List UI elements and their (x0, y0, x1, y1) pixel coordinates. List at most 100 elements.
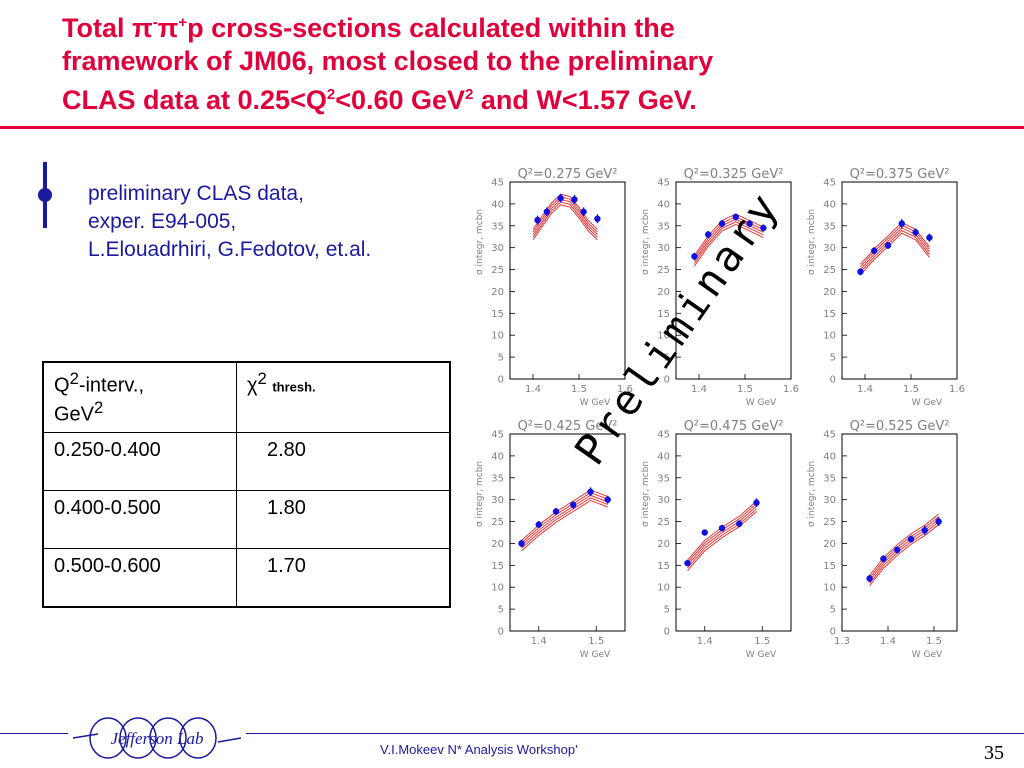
model-curve (532, 201, 598, 238)
data-point (921, 527, 928, 534)
model-curve (694, 221, 764, 264)
model-curve (521, 497, 608, 549)
data-point (534, 216, 541, 224)
y-tick-label: 45 (657, 430, 670, 441)
x-tick-label: 1.4 (880, 636, 896, 647)
y-tick-label: 10 (491, 331, 504, 342)
y-tick-label: 5 (830, 605, 836, 616)
y-tick-label: 0 (498, 375, 504, 386)
chart-panel: Q²=0.475 GeV² 0 5 10 15 20 25 30 35 40 45 1.4 1.5 W G… (641, 419, 792, 660)
model-curve (521, 492, 608, 544)
y-tick-label: 0 (830, 627, 836, 638)
chi2-cell: 1.70 (236, 548, 451, 608)
y-tick-label: 10 (823, 331, 836, 342)
data-point (732, 213, 739, 221)
data-point (684, 559, 691, 567)
jefferson-lab-logo: Jefferson Lab (72, 717, 242, 759)
y-tick-label: 0 (830, 375, 836, 386)
data-point (746, 220, 753, 227)
chart-title: Q²=0.275 GeV² (518, 167, 618, 182)
chart-panel: Q²=0.525 GeV² 0 5 10 15 20 25 30 35 40 45 1.3 1.4 1.5… (807, 419, 958, 660)
footer-credit: V.I.Mokeev N* Analysis Workshop' (380, 742, 578, 757)
model-curve (532, 199, 598, 235)
y-tick-label: 0 (664, 627, 670, 638)
chi2-cell: 2.80 (236, 432, 451, 492)
y-tick-label: 5 (498, 605, 504, 616)
x-tick-label: 1.6 (949, 384, 965, 395)
x-tick-label: 1.4 (697, 636, 713, 647)
y-tick-label: 15 (823, 561, 836, 572)
x-tick-label: 1.6 (617, 384, 633, 395)
y-tick-label: 20 (491, 539, 504, 550)
x-tick-label: 1.6 (783, 384, 799, 395)
model-curve (869, 516, 939, 579)
model-curve (532, 193, 598, 230)
y-tick-label: 15 (657, 561, 670, 572)
data-point (880, 555, 887, 562)
data-point (753, 499, 760, 506)
y-tick-label: 25 (823, 517, 836, 528)
data-point (760, 224, 767, 232)
y-tick-label: 5 (664, 353, 670, 364)
data-point (857, 268, 864, 275)
legend-text: preliminary CLAS data, exper. E94-005, L… (88, 180, 371, 264)
x-tick-label: 1.3 (834, 636, 850, 647)
y-tick-label: 35 (657, 221, 670, 232)
chart-title: Q²=0.425 GeV² (518, 419, 618, 434)
y-tick-label: 20 (491, 287, 504, 298)
y-tick-label: 40 (491, 451, 504, 462)
model-curve (687, 508, 757, 569)
y-tick-label: 10 (657, 583, 670, 594)
y-tick-label: 35 (823, 221, 836, 232)
data-point (866, 575, 873, 582)
chart-title: Q²=0.525 GeV² (850, 419, 950, 434)
y-tick-label: 25 (491, 517, 504, 528)
title-rule (0, 126, 1024, 129)
y-tick-label: 45 (823, 178, 836, 189)
y-tick-label: 25 (657, 517, 670, 528)
x-tick-label: 1.5 (737, 384, 753, 395)
chi2-table: Q2-interv., GeV2 χ2 thresh. 0.250-0.400 2… (42, 361, 451, 609)
model-curve (869, 521, 939, 584)
y-tick-label: 5 (498, 353, 504, 364)
y-tick-label: 30 (491, 495, 504, 506)
y-axis-label: σ integr, mcbn (641, 461, 651, 527)
chart-panel: Q²=0.275 GeV² 0 5 10 15 20 25 30 35 40 45 1.4 1.5 1.6… (475, 167, 633, 408)
y-tick-label: 20 (823, 539, 836, 550)
header-chi2: χ2 thresh. (236, 361, 451, 434)
table-row: 0.250-0.400 2.80 (42, 432, 451, 492)
y-axis-label: σ integr, mcbn (475, 461, 485, 527)
chart-title: Q²=0.325 GeV² (684, 167, 784, 182)
y-tick-label: 25 (491, 265, 504, 276)
y-tick-label: 45 (491, 178, 504, 189)
model-curve (687, 511, 757, 571)
data-point (898, 220, 905, 227)
page-number: 35 (984, 742, 1004, 764)
x-tick-label: 1.5 (926, 636, 942, 647)
y-tick-label: 35 (491, 473, 504, 484)
y-tick-label: 10 (657, 331, 670, 342)
data-point (557, 194, 564, 202)
x-tick-label: 1.4 (531, 636, 547, 647)
y-tick-label: 10 (823, 583, 836, 594)
model-curve (521, 489, 608, 541)
data-point (594, 215, 601, 222)
pi-symbol: π (132, 13, 153, 43)
title-line-3: CLAS data at 0.25<Q2<0.60 GeV2 and W<1.5… (62, 85, 697, 115)
data-point (894, 546, 901, 554)
y-tick-label: 15 (491, 561, 504, 572)
x-axis-label: W GeV (912, 398, 943, 408)
model-curve (860, 224, 930, 268)
y-tick-label: 30 (657, 243, 670, 254)
y-tick-label: 35 (491, 221, 504, 232)
y-axis-label: σ integr, mcbn (641, 209, 651, 275)
y-tick-label: 30 (657, 495, 670, 506)
y-tick-label: 40 (657, 451, 670, 462)
data-point (871, 247, 878, 254)
x-axis-label: W GeV (580, 398, 611, 408)
y-tick-label: 0 (498, 627, 504, 638)
legend-line: exper. E94-005, (88, 210, 237, 233)
data-point (691, 253, 698, 260)
y-tick-label: 20 (657, 287, 670, 298)
chart-panel: Q²=0.325 GeV² 0 5 10 15 20 25 30 35 40 45 1.4 1.5 1.6… (641, 167, 799, 408)
